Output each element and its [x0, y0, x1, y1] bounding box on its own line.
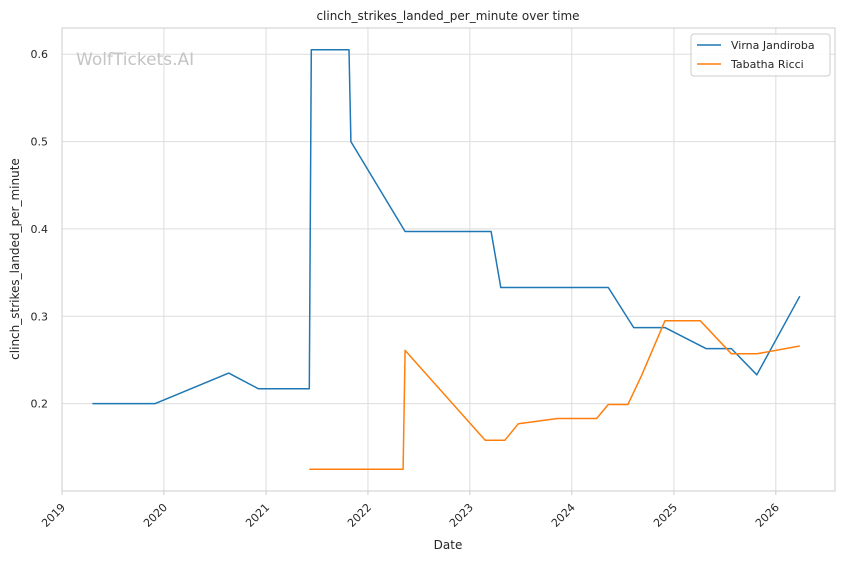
- y-axis-label: clinch_strikes_landed_per_minute: [8, 158, 22, 360]
- legend: Virna Jandiroba Tabatha Ricci: [690, 33, 831, 77]
- x-tick-label-2022: 2022: [345, 501, 374, 530]
- series-line-tabatha-ricci: [309, 319, 800, 470]
- x-tick-label-2023: 2023: [447, 501, 476, 530]
- y-tick-labels: 0.2 0.3 0.4 0.5 0.6: [31, 48, 49, 410]
- chart-title: clinch_strikes_landed_per_minute over ti…: [316, 9, 579, 23]
- y-tick-label-0.4: 0.4: [31, 223, 49, 236]
- legend-frame: [690, 33, 831, 77]
- x-tick-label-2025: 2025: [651, 501, 680, 530]
- plot-frame: [61, 27, 836, 492]
- series-lines: [92, 49, 801, 470]
- y-tick-label-0.5: 0.5: [31, 136, 49, 149]
- watermark: WolfTickets.AI: [76, 50, 194, 70]
- y-tick-label-0.2: 0.2: [31, 398, 49, 411]
- x-tick-label-2026: 2026: [753, 501, 782, 530]
- y-tick-label-0.6: 0.6: [31, 48, 49, 61]
- x-tick-label-2020: 2020: [141, 501, 170, 530]
- x-tick-label-2021: 2021: [243, 501, 272, 530]
- series-line-virna-jandiroba: [92, 49, 801, 405]
- x-tick-label-2024: 2024: [549, 501, 578, 530]
- x-axis-label: Date: [434, 538, 463, 552]
- x-tick-label-2019: 2019: [39, 501, 68, 530]
- grid: [61, 28, 835, 491]
- legend-label-tabatha-ricci: Tabatha Ricci: [730, 58, 804, 71]
- x-tick-labels: 2019 2020 2021 2022 2023 2024 2025 2026: [39, 491, 782, 530]
- y-tick-label-0.3: 0.3: [31, 310, 49, 323]
- legend-label-virna-jandiroba: Virna Jandiroba: [731, 39, 815, 52]
